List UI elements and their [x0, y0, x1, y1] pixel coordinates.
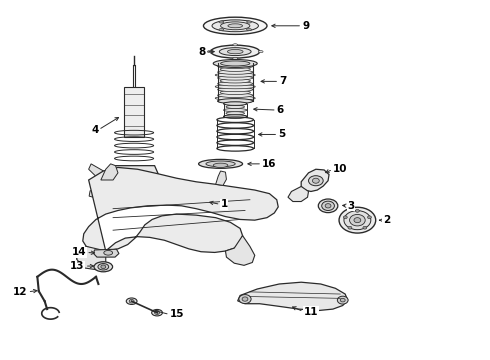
Ellipse shape — [343, 216, 347, 219]
Text: 10: 10 — [333, 164, 347, 174]
Ellipse shape — [94, 262, 113, 272]
Ellipse shape — [339, 207, 376, 233]
Polygon shape — [301, 169, 329, 192]
Ellipse shape — [233, 57, 238, 59]
Ellipse shape — [152, 310, 162, 316]
Polygon shape — [216, 171, 226, 185]
Ellipse shape — [348, 226, 352, 229]
Ellipse shape — [101, 265, 106, 269]
Ellipse shape — [246, 21, 251, 23]
Ellipse shape — [223, 115, 247, 118]
Ellipse shape — [239, 294, 251, 303]
Ellipse shape — [258, 50, 263, 53]
Ellipse shape — [349, 215, 365, 226]
Ellipse shape — [213, 163, 228, 167]
Ellipse shape — [218, 76, 253, 80]
Ellipse shape — [228, 24, 243, 28]
Polygon shape — [101, 164, 118, 180]
Text: 8: 8 — [198, 46, 206, 57]
Text: 1: 1 — [220, 199, 228, 210]
Text: 13: 13 — [70, 261, 85, 271]
Polygon shape — [225, 235, 255, 265]
Ellipse shape — [354, 218, 361, 223]
Ellipse shape — [340, 298, 345, 302]
Ellipse shape — [220, 67, 250, 71]
Ellipse shape — [211, 45, 260, 58]
Ellipse shape — [318, 199, 338, 213]
Ellipse shape — [219, 21, 224, 23]
Ellipse shape — [246, 28, 251, 31]
Text: 15: 15 — [170, 310, 184, 319]
Ellipse shape — [309, 176, 323, 186]
Ellipse shape — [219, 28, 224, 31]
Text: 9: 9 — [302, 21, 309, 31]
Ellipse shape — [218, 99, 253, 103]
Ellipse shape — [104, 251, 113, 255]
Ellipse shape — [213, 59, 257, 67]
Ellipse shape — [207, 50, 212, 53]
Text: 12: 12 — [13, 287, 27, 297]
Text: 7: 7 — [279, 76, 287, 86]
Ellipse shape — [355, 210, 359, 212]
Ellipse shape — [215, 85, 255, 89]
Ellipse shape — [218, 87, 253, 92]
Polygon shape — [288, 186, 309, 202]
Ellipse shape — [363, 226, 367, 229]
Polygon shape — [89, 189, 107, 199]
Text: 14: 14 — [72, 247, 86, 257]
Ellipse shape — [223, 102, 247, 105]
Ellipse shape — [218, 64, 253, 68]
Text: 3: 3 — [347, 201, 355, 211]
Text: 4: 4 — [91, 125, 98, 135]
Ellipse shape — [218, 99, 253, 104]
Ellipse shape — [218, 82, 253, 86]
Ellipse shape — [203, 17, 267, 35]
Ellipse shape — [129, 300, 134, 303]
Ellipse shape — [220, 61, 250, 66]
Ellipse shape — [220, 79, 250, 83]
Ellipse shape — [212, 20, 258, 32]
Text: 5: 5 — [278, 130, 286, 139]
Ellipse shape — [226, 112, 245, 115]
Ellipse shape — [223, 115, 247, 118]
Ellipse shape — [220, 48, 251, 55]
Ellipse shape — [220, 90, 250, 95]
Ellipse shape — [337, 296, 348, 304]
Text: 11: 11 — [304, 307, 318, 316]
Polygon shape — [94, 249, 119, 257]
Ellipse shape — [233, 44, 238, 46]
Ellipse shape — [344, 211, 371, 230]
Ellipse shape — [226, 105, 245, 108]
Polygon shape — [83, 167, 278, 252]
Ellipse shape — [215, 96, 255, 100]
Ellipse shape — [325, 204, 331, 208]
Ellipse shape — [313, 178, 319, 183]
Polygon shape — [76, 246, 106, 270]
Ellipse shape — [218, 70, 253, 74]
Ellipse shape — [155, 311, 159, 315]
Ellipse shape — [223, 108, 247, 112]
Polygon shape — [238, 282, 347, 311]
Text: 16: 16 — [262, 159, 276, 169]
Ellipse shape — [242, 297, 248, 301]
Text: 2: 2 — [383, 215, 390, 225]
Ellipse shape — [215, 61, 255, 66]
Polygon shape — [89, 164, 107, 177]
Ellipse shape — [227, 49, 243, 54]
Polygon shape — [106, 166, 159, 196]
Ellipse shape — [220, 22, 250, 30]
Ellipse shape — [126, 298, 137, 305]
Ellipse shape — [223, 102, 247, 105]
Ellipse shape — [98, 264, 109, 270]
Ellipse shape — [206, 161, 235, 167]
Text: 6: 6 — [277, 105, 284, 115]
Ellipse shape — [218, 93, 253, 98]
Ellipse shape — [368, 216, 371, 219]
Polygon shape — [124, 87, 144, 137]
Ellipse shape — [198, 159, 243, 168]
Ellipse shape — [127, 177, 138, 185]
Ellipse shape — [215, 73, 255, 77]
Ellipse shape — [322, 201, 334, 211]
